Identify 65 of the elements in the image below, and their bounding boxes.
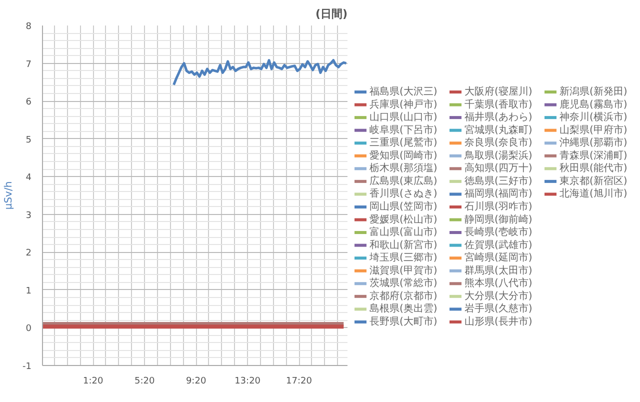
legend-label: 愛媛県(松山市) bbox=[370, 213, 438, 226]
legend-label: 島根県(奥出雲) bbox=[370, 302, 438, 315]
y-tick-label: 4 bbox=[26, 173, 32, 184]
line-series bbox=[172, 59, 348, 86]
x-tick-label: 9:20 bbox=[186, 376, 206, 386]
legend-label: 徳島県(三好市) bbox=[464, 174, 532, 187]
legend-label: 大分県(大分市) bbox=[464, 290, 532, 302]
legend-label: 神奈川(横浜市) bbox=[560, 111, 628, 124]
legend-label: 石川県(羽咋市) bbox=[464, 200, 532, 212]
legend-label: 兵庫県(神戸市) bbox=[370, 98, 438, 110]
legend-label: 静岡県(御前崎) bbox=[464, 213, 532, 226]
y-tick-label: 2 bbox=[26, 248, 32, 259]
y-tick-label: 1 bbox=[26, 286, 32, 296]
legend-label: 山形県(長井市) bbox=[464, 315, 532, 328]
y-tick-label: 3 bbox=[26, 210, 32, 221]
legend-label: 熊本県(八代市) bbox=[464, 277, 532, 290]
legend-label: 群馬県(太田市) bbox=[464, 264, 532, 276]
legend-label: 長野県(大町市) bbox=[370, 315, 438, 328]
legend-label: 長崎県(壱岐市) bbox=[464, 226, 532, 238]
legend-label: 和歌山(新宮市) bbox=[370, 238, 438, 251]
legend-label: 沖縄県(那覇市) bbox=[560, 136, 628, 149]
x-tick-label: 1:20 bbox=[83, 376, 104, 386]
legend-label: 福島県(大沢三) bbox=[370, 86, 438, 98]
legend-label: 鳥取県(湯梨浜) bbox=[464, 149, 532, 162]
legend-label: 大阪府(寝屋川) bbox=[464, 86, 532, 98]
legend-label: 秋田県(能代市) bbox=[560, 162, 628, 174]
legend-label: 広島県(東広島) bbox=[370, 174, 438, 187]
legend-label: 北海道(旭川市) bbox=[560, 188, 628, 200]
legend-label: 岡山県(笠岡市) bbox=[370, 200, 438, 212]
x-tick-label: 17:20 bbox=[286, 376, 312, 386]
legend-label: 岩手県(久慈市) bbox=[464, 302, 532, 315]
legend-label: 京都府(京都市) bbox=[370, 290, 438, 302]
legend-label: 埼玉県(三郷市) bbox=[368, 252, 438, 264]
legend-label: 富山県(富山市) bbox=[370, 226, 438, 238]
y-tick-label: 7 bbox=[26, 60, 32, 70]
legend-label: 愛知県(岡崎市) bbox=[370, 149, 438, 162]
x-tick-label: 13:20 bbox=[234, 376, 261, 386]
legend-label: 滋賀県(甲賀市) bbox=[370, 264, 438, 276]
y-tick-label: -1 bbox=[22, 362, 32, 372]
legend-label: 東京都(新宿区) bbox=[560, 174, 628, 187]
legend-label: 茨城県(常総市) bbox=[370, 277, 438, 290]
legend-label: 福岡県(福岡市) bbox=[464, 188, 532, 200]
legend-label: 岐阜県(下呂市) bbox=[370, 124, 438, 136]
legend-label: 山梨県(甲府市) bbox=[560, 124, 628, 136]
y-tick-label: 6 bbox=[26, 98, 32, 108]
legend-label: 新潟県(新発田) bbox=[560, 86, 628, 98]
legend-label: 栃木県(那須塩) bbox=[370, 162, 438, 174]
y-tick-label: 8 bbox=[26, 22, 32, 32]
legend-label: 福井県(あわら) bbox=[464, 111, 532, 124]
chart-title: (日間) bbox=[315, 8, 348, 20]
legend-label: 青森県(深浦町) bbox=[560, 149, 628, 162]
legend-label: 香川県(さぬき) bbox=[370, 188, 438, 200]
legend-label: 山口県(山口市) bbox=[370, 111, 438, 124]
y-tick-label: 0 bbox=[26, 324, 32, 334]
y-axis-title: μSv/h bbox=[4, 181, 15, 210]
legend-label: 奈良県(奈良市) bbox=[464, 136, 532, 149]
legend-label: 三重県(尾鷲市) bbox=[370, 136, 438, 149]
legend-label: 佐賀県(武雄市) bbox=[464, 238, 532, 251]
legend-label: 千葉県(香取市) bbox=[464, 98, 532, 110]
legend-label: 宮崎県(延岡市) bbox=[464, 252, 532, 264]
x-tick-label: 5:20 bbox=[134, 376, 155, 386]
y-tick-label: 5 bbox=[26, 135, 32, 146]
legend-label: 高知県(四万十) bbox=[464, 162, 532, 174]
legend-label: 鹿児島(霧島市) bbox=[560, 98, 628, 110]
legend-label: 宮城県(丸森町) bbox=[464, 124, 532, 136]
